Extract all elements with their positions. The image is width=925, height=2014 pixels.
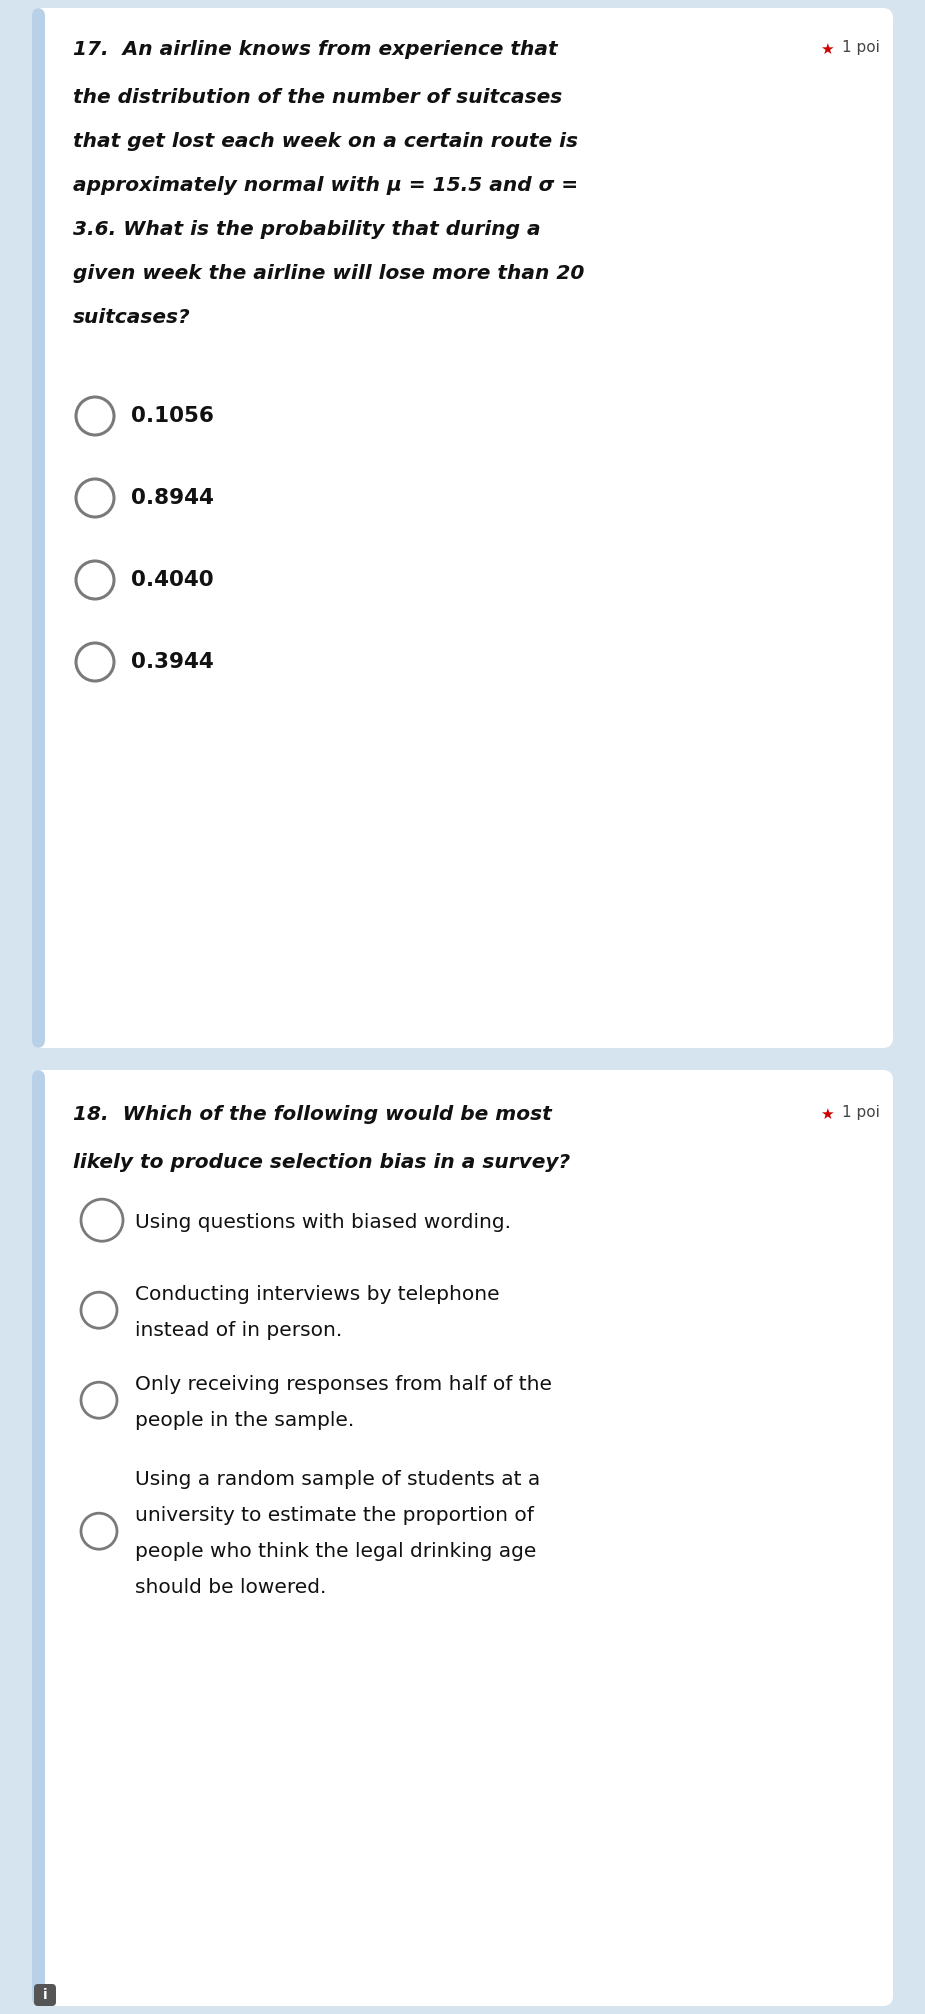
Text: that get lost each week on a certain route is: that get lost each week on a certain rou…	[73, 133, 578, 151]
Text: 0.1056: 0.1056	[131, 407, 214, 427]
Text: approximately normal with μ = 15.5 and σ =: approximately normal with μ = 15.5 and σ…	[73, 175, 578, 195]
Text: likely to produce selection bias in a survey?: likely to produce selection bias in a su…	[73, 1152, 570, 1172]
FancyBboxPatch shape	[32, 8, 45, 1047]
Text: 1 poi: 1 poi	[842, 40, 880, 54]
Text: people in the sample.: people in the sample.	[135, 1412, 354, 1430]
FancyBboxPatch shape	[32, 1069, 893, 2006]
Text: the distribution of the number of suitcases: the distribution of the number of suitca…	[73, 89, 562, 107]
Text: 0.4040: 0.4040	[131, 570, 214, 590]
Text: people who think the legal drinking age: people who think the legal drinking age	[135, 1543, 536, 1561]
FancyBboxPatch shape	[32, 8, 893, 1047]
Text: Conducting interviews by telephone: Conducting interviews by telephone	[135, 1285, 500, 1303]
Text: university to estimate the proportion of: university to estimate the proportion of	[135, 1506, 534, 1525]
Text: Using a random sample of students at a: Using a random sample of students at a	[135, 1470, 540, 1488]
Text: 0.8944: 0.8944	[131, 487, 214, 508]
Text: 17.  An airline knows from experience that: 17. An airline knows from experience tha…	[73, 40, 558, 58]
Text: suitcases?: suitcases?	[73, 308, 191, 326]
Text: Only receiving responses from half of the: Only receiving responses from half of th…	[135, 1376, 552, 1394]
Text: 18.  Which of the following would be most: 18. Which of the following would be most	[73, 1106, 551, 1124]
Text: 1 poi: 1 poi	[842, 1106, 880, 1120]
Text: ★: ★	[820, 42, 833, 56]
Text: should be lowered.: should be lowered.	[135, 1579, 327, 1597]
Text: given week the airline will lose more than 20: given week the airline will lose more th…	[73, 264, 585, 284]
FancyBboxPatch shape	[34, 1984, 56, 2006]
Text: 3.6. What is the probability that during a: 3.6. What is the probability that during…	[73, 220, 540, 240]
Text: instead of in person.: instead of in person.	[135, 1321, 342, 1339]
Text: Using questions with biased wording.: Using questions with biased wording.	[135, 1212, 511, 1233]
Text: ★: ★	[820, 1108, 833, 1122]
Text: i: i	[43, 1988, 47, 2002]
Text: 0.3944: 0.3944	[131, 653, 214, 673]
FancyBboxPatch shape	[32, 1069, 45, 2006]
